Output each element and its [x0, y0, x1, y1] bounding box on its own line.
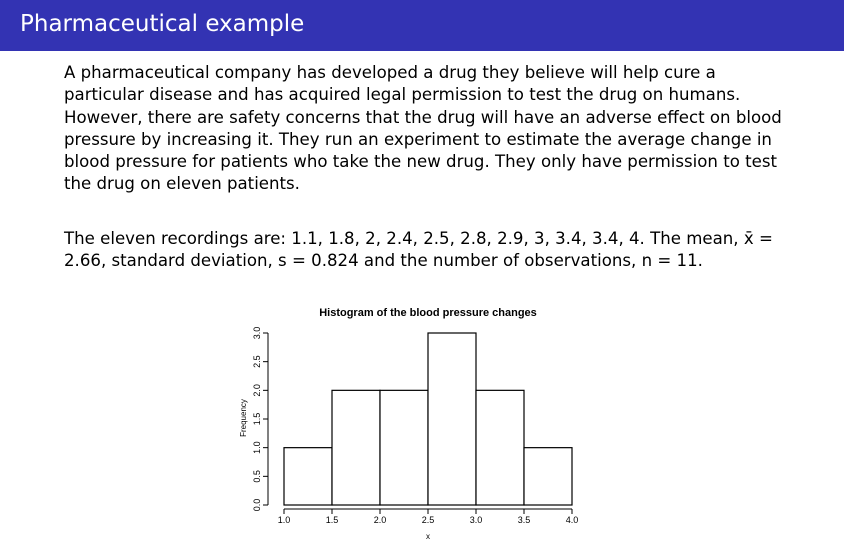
histogram-bars — [283, 332, 573, 506]
y-tick-label: 1.5 — [252, 413, 262, 426]
recordings-line-2: 2.66, standard deviation, s = 0.824 and … — [64, 251, 703, 271]
x-tick-label: 3.5 — [518, 515, 531, 525]
y-tick-label: 0.0 — [252, 499, 262, 512]
chart-title: Histogram of the blood pressure changes — [319, 307, 537, 319]
intro-line-4: pressure by increasing it. They run an e… — [64, 129, 772, 149]
intro-line-1: A pharmaceutical company has developed a… — [64, 63, 716, 82]
slide-title-bar: Pharmaceutical example — [0, 0, 844, 51]
histogram-bar — [379, 389, 429, 506]
intro-line-6: the drug on eleven patients. — [64, 174, 300, 194]
x-tick-label: 1.5 — [326, 515, 339, 525]
x-tick-label: 3.0 — [470, 515, 483, 525]
intro-line-3: However, there are safety concerns that … — [64, 107, 782, 127]
x-axis-label: x — [426, 532, 430, 541]
histogram-bar — [331, 389, 381, 506]
x-tick-label: 2.0 — [374, 515, 387, 525]
y-tick-label: 0.5 — [252, 470, 262, 483]
histogram-bar — [523, 447, 573, 506]
y-axis-label: Frequency — [239, 399, 248, 437]
histogram-bar — [475, 389, 525, 506]
x-tick-label: 4.0 — [566, 515, 579, 525]
histogram-bar — [283, 447, 333, 506]
histogram-bar — [427, 332, 477, 506]
y-axis: 0.0 0.5 1.0 1.5 2.0 2.5 3.0 — [252, 327, 269, 512]
intro-paragraph: A pharmaceutical company has developed a… — [64, 62, 782, 196]
intro-line-2: particular disease and has acquired lega… — [64, 85, 741, 105]
recordings-line-1: The eleven recordings are: 1.1, 1.8, 2, … — [64, 229, 773, 248]
x-tick-label: 1.0 — [278, 515, 291, 525]
slide-title: Pharmaceutical example — [20, 11, 305, 37]
y-tick-label: 2.5 — [252, 355, 262, 368]
x-axis: 1.0 1.5 2.0 2.5 3.0 3.5 4.0 — [278, 508, 579, 525]
y-tick-label: 3.0 — [252, 327, 262, 340]
intro-line-5: blood pressure for patients who take the… — [64, 152, 778, 172]
x-tick-label: 2.5 — [422, 515, 435, 525]
y-tick-label: 1.0 — [252, 441, 262, 454]
recordings-paragraph: The eleven recordings are: 1.1, 1.8, 2, … — [64, 228, 773, 273]
y-tick-label: 2.0 — [252, 384, 262, 397]
